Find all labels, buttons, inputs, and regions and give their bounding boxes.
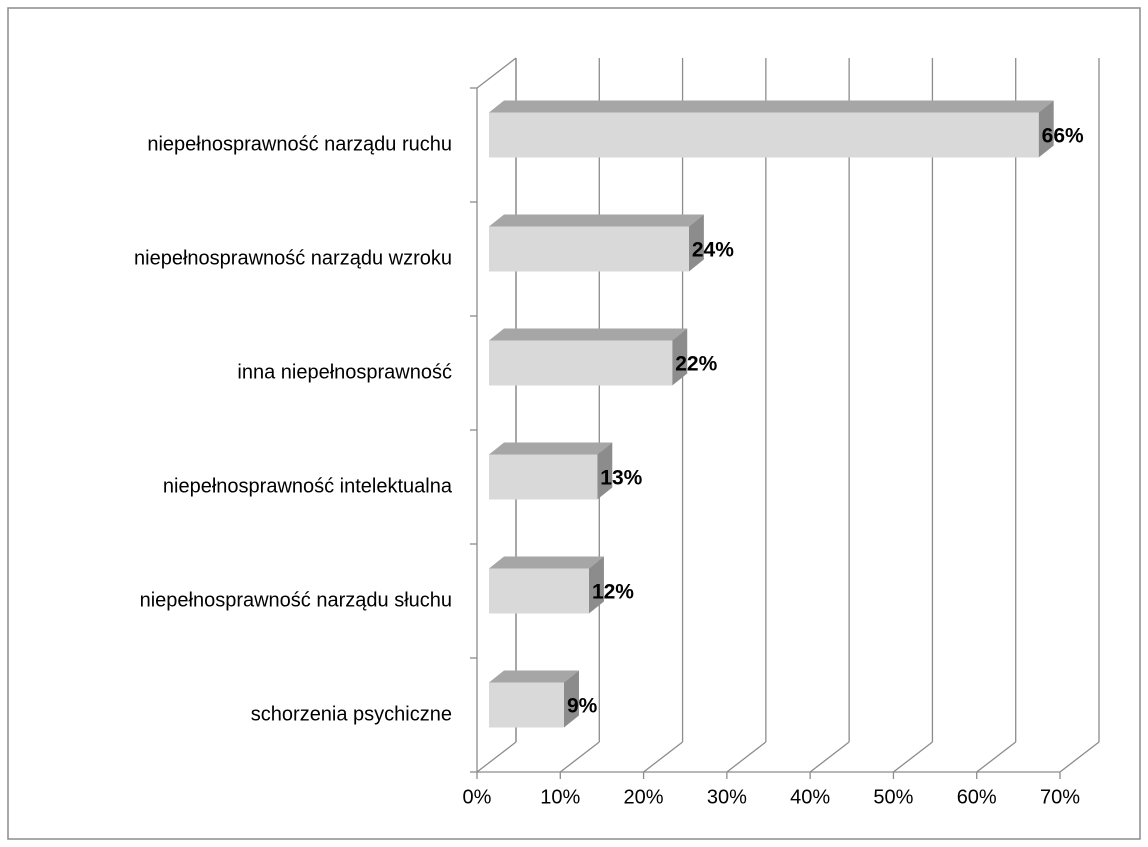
bar-side — [588, 556, 604, 614]
x-tick-label: 10% — [540, 786, 580, 808]
floor-line — [809, 741, 850, 773]
floor-line — [559, 741, 600, 773]
bar — [489, 226, 689, 272]
category-label: schorzenia psychiczne — [251, 703, 452, 725]
floor-line — [476, 741, 517, 773]
bar — [489, 568, 589, 614]
bar-top — [489, 556, 604, 569]
bar-top — [489, 214, 704, 227]
x-tick-label: 20% — [624, 786, 664, 808]
bar-top — [489, 670, 579, 683]
category-label: inna niepełnosprawność — [237, 361, 452, 383]
category-label: niepełnosprawność narządu słuchu — [140, 589, 452, 611]
value-label: 9% — [567, 695, 598, 718]
value-label: 24% — [692, 239, 734, 262]
category-label: niepełnosprawność narządu wzroku — [134, 247, 452, 269]
category-label: niepełnosprawność intelektualna — [163, 475, 453, 497]
x-tick-label: 0% — [463, 786, 492, 808]
value-label: 12% — [592, 581, 634, 604]
value-label: 22% — [675, 353, 717, 376]
bar-side — [672, 328, 688, 386]
floor-line — [643, 741, 683, 773]
bar — [489, 682, 564, 728]
bar-side — [1038, 100, 1054, 158]
value-label: 66% — [1042, 125, 1084, 148]
bar-top — [489, 100, 1054, 113]
x-tick-label: 70% — [1040, 786, 1080, 808]
floor-line — [976, 741, 1017, 773]
x-tick-label: 40% — [790, 786, 830, 808]
x-tick-label: 60% — [957, 786, 997, 808]
x-tick-label: 50% — [873, 786, 913, 808]
bar — [489, 112, 1039, 158]
bar-side — [563, 670, 579, 728]
value-label: 13% — [600, 467, 642, 490]
floor-line — [1059, 741, 1100, 773]
bar-side — [688, 214, 704, 272]
bar-side — [597, 442, 613, 500]
floor-line — [893, 741, 933, 773]
floor-line — [726, 741, 767, 773]
bar-top — [489, 442, 613, 455]
wall-edge — [476, 57, 517, 89]
x-tick-label: 30% — [707, 786, 747, 808]
bar-top — [489, 328, 688, 341]
bar — [489, 454, 598, 500]
category-label: niepełnosprawność narządu ruchu — [147, 133, 452, 155]
bar — [489, 340, 673, 386]
